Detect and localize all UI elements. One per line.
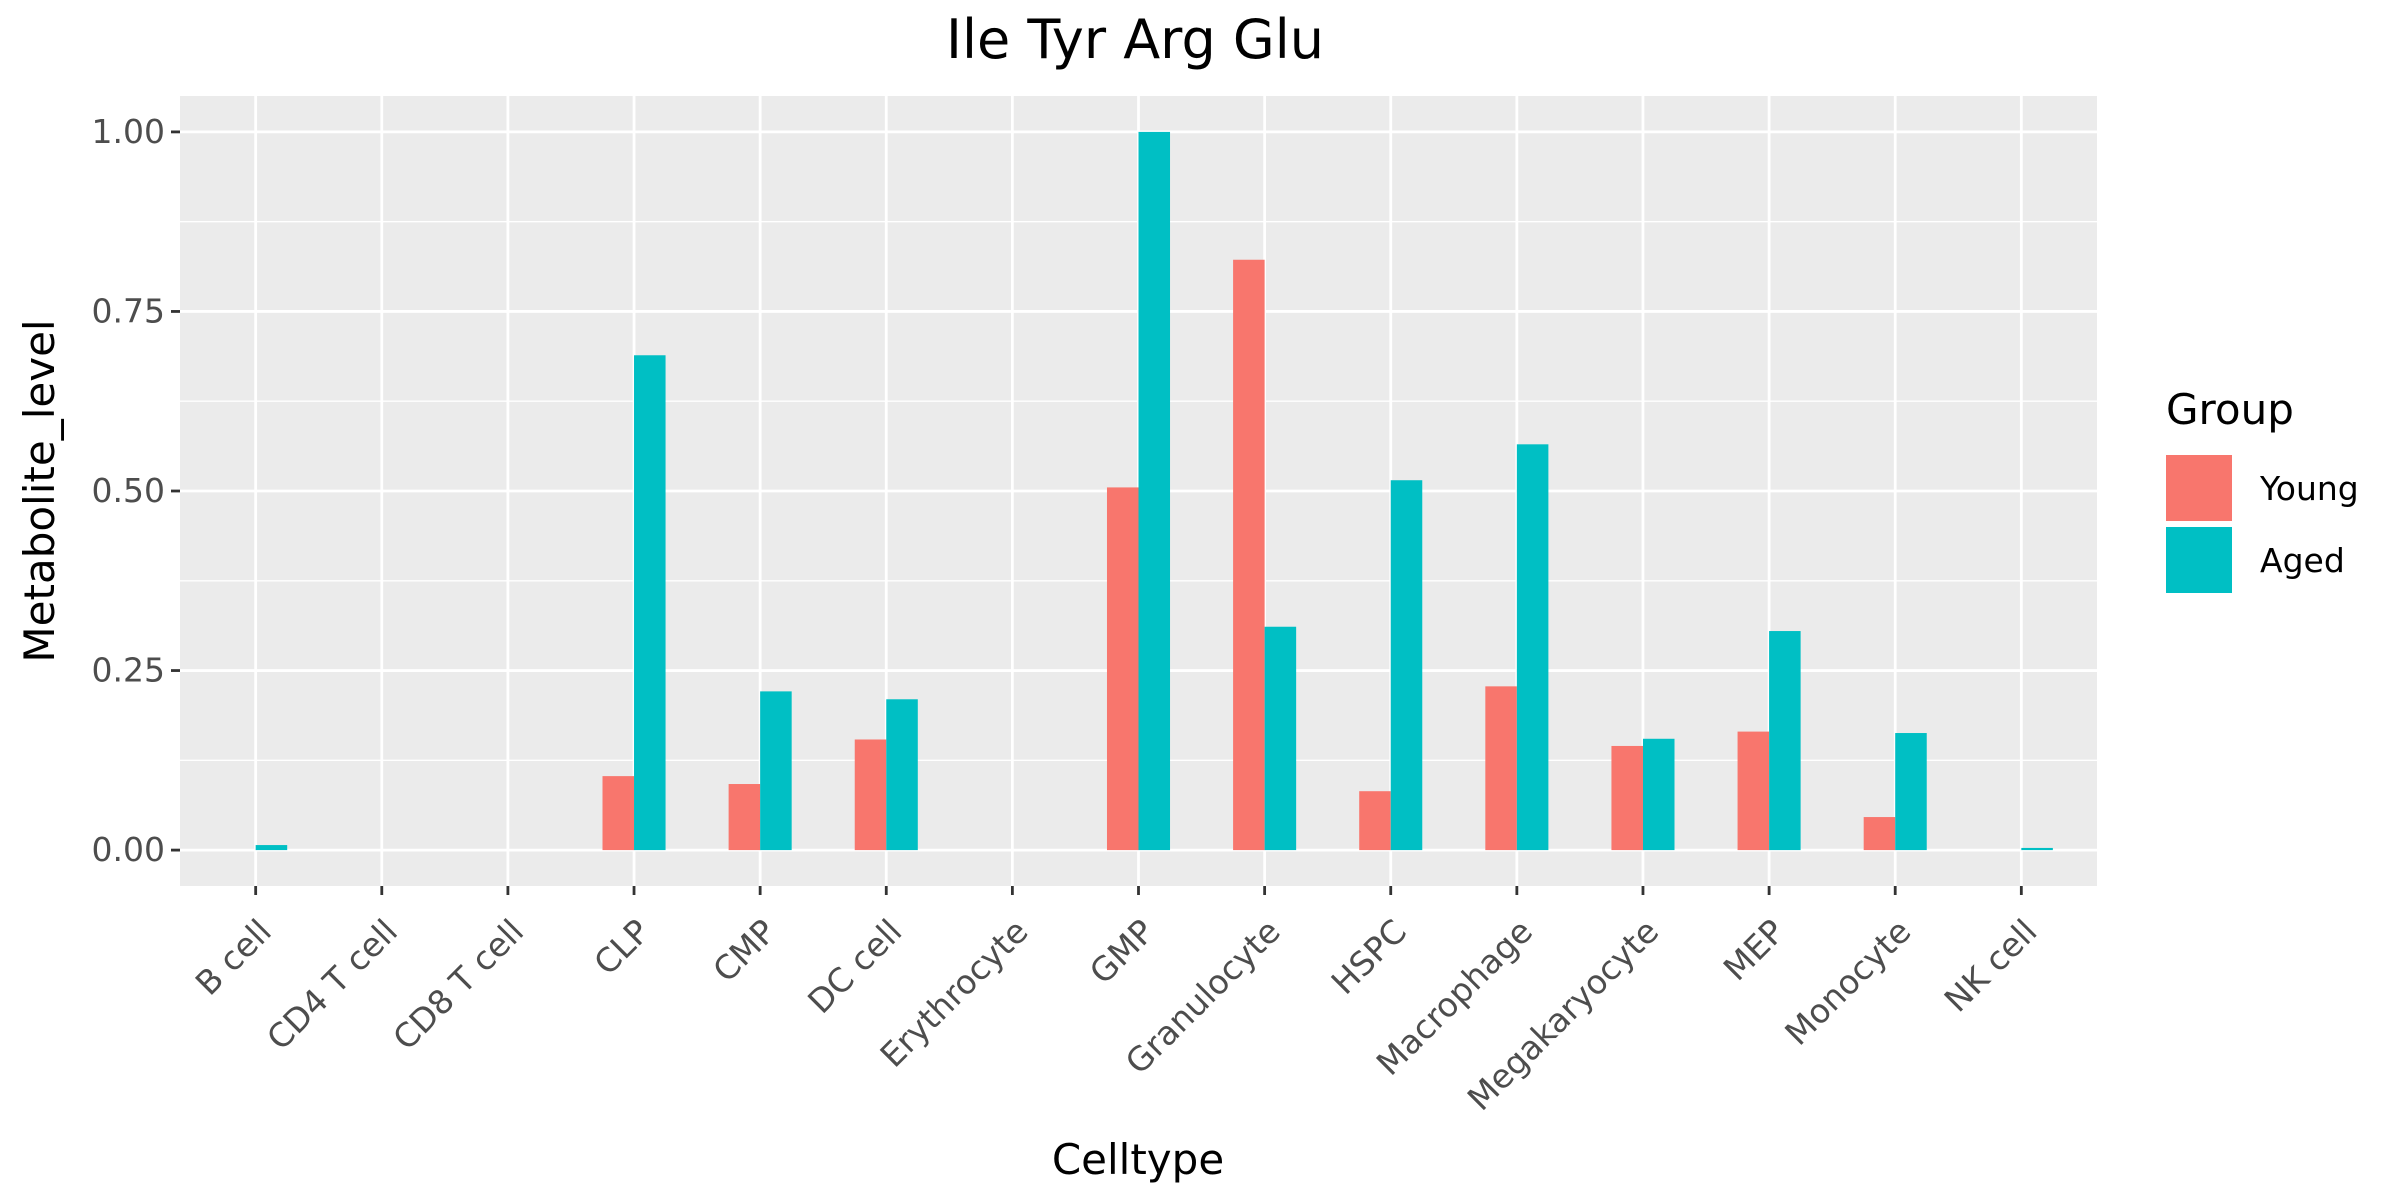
- bar-aged: [760, 691, 792, 851]
- legend-key-young: [2166, 455, 2232, 521]
- x-tick-label: B cell: [188, 912, 279, 1003]
- bar-aged: [1138, 131, 1171, 851]
- y-tick-label: 1.00: [92, 112, 165, 151]
- bars: [255, 131, 2053, 851]
- x-tick-label: CD4 T cell: [259, 912, 405, 1058]
- bar-young: [1359, 791, 1391, 851]
- x-axis-title: Celltype: [1052, 1135, 1224, 1184]
- bar-aged: [255, 845, 288, 851]
- x-tick-label: CLP: [586, 912, 657, 983]
- bar-young: [728, 784, 761, 851]
- x-tick-label: CD8 T cell: [385, 912, 531, 1058]
- legend-label-young: Young: [2259, 469, 2359, 508]
- y-tick-label: 0.00: [92, 830, 165, 869]
- bar-aged: [1895, 733, 1927, 851]
- bar-young: [1611, 745, 1643, 851]
- bar-young: [854, 739, 887, 851]
- bar-young: [1737, 731, 1770, 851]
- x-tick-label: NK cell: [1937, 912, 2045, 1020]
- legend-key-aged: [2166, 527, 2232, 593]
- bar-aged: [1769, 631, 1801, 851]
- x-tick-label: DC cell: [800, 912, 909, 1021]
- bar-young: [1863, 817, 1896, 851]
- legend: Group Young Aged: [2166, 385, 2359, 593]
- x-tick-label: GMP: [1082, 912, 1162, 992]
- legend-label-aged: Aged: [2260, 541, 2345, 580]
- bar-aged: [1516, 444, 1549, 851]
- y-axis-title: Metabolite_level: [15, 319, 64, 662]
- x-tick-label: MEP: [1716, 912, 1793, 989]
- bar-young: [1233, 259, 1265, 851]
- y-tick-label: 0.75: [92, 291, 165, 330]
- bar-aged: [2021, 847, 2053, 851]
- bar-young: [1106, 487, 1139, 851]
- bar-aged: [1642, 738, 1675, 851]
- chart-title: Ile Tyr Arg Glu: [946, 8, 1324, 71]
- bar-aged: [1264, 626, 1297, 851]
- bar-aged: [886, 699, 918, 851]
- x-tick-label: Monocyte: [1777, 912, 1918, 1053]
- x-tick-label: HSPC: [1324, 912, 1414, 1002]
- y-tick-label: 0.50: [92, 471, 165, 510]
- bar-aged: [1390, 480, 1423, 851]
- legend-title: Group: [2166, 385, 2294, 434]
- y-tick-label: 0.25: [92, 651, 165, 690]
- y-axis: 0.00 0.25 0.50 0.75 1.00: [92, 112, 180, 869]
- bar-aged: [634, 355, 666, 851]
- x-tick-label: CMP: [705, 912, 783, 990]
- bar-young: [602, 776, 635, 851]
- bar-young: [1485, 686, 1517, 851]
